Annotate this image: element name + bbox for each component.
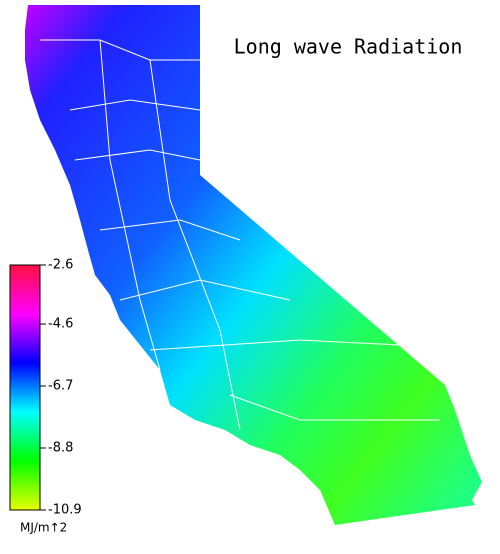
colorbar-unit: MJ/m↑2 (20, 521, 67, 535)
county-lines (40, 39, 440, 431)
map-title: Long wave Radiation (234, 35, 463, 59)
colorbar-ticks: -2.6 -4.6 -6.7 -8.8 -10.9 (40, 258, 82, 518)
colorbar-tick-label: -6.7 (48, 379, 73, 394)
california-map (25, 5, 482, 525)
colorbar-tick-label: -2.6 (48, 258, 73, 273)
colorbar (9, 264, 41, 511)
colorbar-tick-label: -8.8 (48, 441, 73, 456)
colorbar-tick-label: -4.6 (48, 317, 73, 332)
colorbar-tick-label: -10.9 (48, 503, 82, 518)
